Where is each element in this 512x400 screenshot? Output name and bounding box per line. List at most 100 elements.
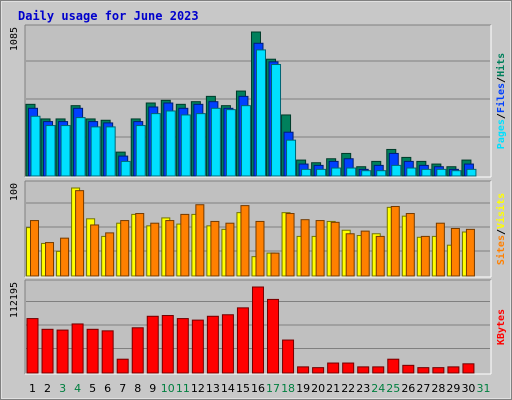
x-tick-label-21: 21	[326, 382, 340, 395]
bar-kbytes-day-12	[191, 319, 204, 374]
bar-pages-day-15	[240, 105, 251, 177]
bar-sites-day-3	[60, 237, 70, 277]
bar-sites-day-14	[225, 222, 235, 277]
bar-pages-day-17	[271, 64, 282, 177]
bar-kbytes-day-8	[131, 327, 144, 374]
bar-sites-day-1	[30, 220, 39, 277]
y-max-label: 112195	[9, 282, 20, 318]
bar-pages-day-10	[165, 110, 176, 177]
bar-kbytes-day-14	[221, 314, 234, 374]
x-tick-label-17: 17	[266, 382, 280, 395]
bar-sites-day-16	[255, 220, 265, 277]
bar-sites-day-6	[105, 232, 115, 277]
y-max-label: 100	[9, 183, 20, 201]
x-tick-label-28: 28	[431, 382, 445, 395]
bar-kbytes-day-25	[387, 358, 400, 374]
side-legend-part: KBytes	[496, 309, 507, 345]
bar-kbytes-day-18	[282, 339, 295, 374]
side-legend-part: Sites	[495, 235, 507, 265]
x-tick-label-10: 10	[161, 382, 175, 395]
x-axis-ticks: 1 2 3 4 5 6 7 8 9 10 11 12 13 14 15 16 17 18 19 20 21 22 23 24 2…	[29, 382, 490, 395]
x-tick-label-23: 23	[356, 382, 370, 395]
bar-sites-day-7	[120, 220, 130, 277]
side-legend-part: Visits	[495, 193, 507, 229]
x-tick-label-31: 31	[476, 382, 490, 395]
bar-pages-day-25	[391, 164, 402, 177]
bar-kbytes-day-27	[417, 367, 430, 374]
panel-kbytes: 112195 KBytes	[9, 279, 507, 375]
x-tick-label-15: 15	[236, 382, 250, 395]
bar-pages-day-24	[376, 170, 387, 177]
bar-kbytes-day-20	[312, 367, 325, 374]
bar-pages-day-1	[30, 115, 41, 177]
bar-kbytes-day-28	[432, 367, 445, 374]
bar-pages-day-4	[75, 117, 86, 177]
bar-pages-day-11	[180, 114, 191, 177]
bar-kbytes-day-30	[462, 363, 475, 374]
bar-pages-day-18	[286, 139, 297, 177]
bar-kbytes-day-16	[251, 286, 264, 374]
x-tick-label-3: 3	[59, 382, 66, 395]
bar-sites-day-28	[435, 222, 445, 277]
x-tick-label-27: 27	[416, 382, 430, 395]
bar-sites-day-19	[300, 219, 310, 277]
bar-pages-day-21	[331, 167, 342, 177]
panel-visits-sites: 100 Sites/Visits	[9, 180, 507, 278]
bar-pages-day-19	[301, 168, 312, 177]
side-legend-part: /	[496, 113, 507, 119]
bar-pages-day-20	[316, 168, 327, 177]
bar-pages-day-9	[150, 113, 161, 177]
bar-sites-day-20	[315, 220, 325, 277]
bar-pages-day-5	[90, 126, 101, 177]
bar-sites-day-21	[330, 221, 340, 277]
x-tick-label-1: 1	[29, 382, 36, 395]
series-pages	[30, 49, 477, 177]
bar-kbytes-day-15	[236, 307, 249, 374]
bar-pages-day-30	[466, 168, 477, 177]
x-tick-label-9: 9	[149, 382, 156, 395]
bar-sites-day-2	[45, 242, 55, 277]
bar-pages-day-13	[210, 107, 221, 177]
bar-sites-day-23	[360, 230, 370, 277]
x-tick-label-7: 7	[119, 382, 126, 395]
bar-kbytes-day-5	[86, 328, 99, 374]
bar-pages-day-8	[135, 125, 146, 177]
series-sites	[30, 190, 475, 277]
bar-kbytes-day-19	[297, 366, 310, 374]
bar-kbytes-day-23	[357, 366, 370, 374]
x-tick-label-18: 18	[281, 382, 295, 395]
bar-kbytes-day-26	[402, 364, 415, 374]
bar-sites-day-10	[165, 220, 175, 277]
bar-pages-day-27	[421, 168, 432, 177]
side-legend: Sites/Visits	[495, 193, 507, 265]
bar-kbytes-day-3	[56, 329, 69, 374]
side-legend-part: Files	[495, 83, 507, 113]
x-tick-label-30: 30	[461, 382, 475, 395]
bar-sites-day-8	[135, 213, 145, 277]
bar-kbytes-day-21	[327, 362, 340, 374]
bar-kbytes-day-22	[342, 362, 355, 374]
x-tick-label-19: 19	[296, 382, 310, 395]
bar-sites-day-4	[75, 190, 85, 277]
bar-pages-day-12	[195, 113, 206, 177]
bar-sites-day-29	[450, 227, 460, 277]
bar-sites-day-30	[465, 228, 475, 277]
bar-kbytes-day-4	[71, 323, 84, 374]
bar-sites-day-24	[375, 235, 385, 277]
bar-pages-day-6	[105, 126, 116, 177]
x-tick-label-13: 13	[206, 382, 220, 395]
bar-kbytes-day-11	[176, 318, 189, 374]
x-tick-label-16: 16	[251, 382, 265, 395]
bar-pages-day-14	[225, 109, 236, 177]
bar-sites-day-9	[150, 222, 160, 277]
bar-pages-day-3	[60, 125, 71, 177]
side-legend-part: Pages	[496, 119, 507, 149]
bar-pages-day-7	[120, 160, 131, 177]
y-max-label: 1085	[9, 27, 20, 51]
x-tick-label-22: 22	[341, 382, 355, 395]
chart-title: Daily usage for June 2023	[18, 9, 199, 23]
x-tick-label-5: 5	[89, 382, 96, 395]
x-tick-label-8: 8	[134, 382, 141, 395]
bar-sites-day-18	[285, 213, 295, 277]
